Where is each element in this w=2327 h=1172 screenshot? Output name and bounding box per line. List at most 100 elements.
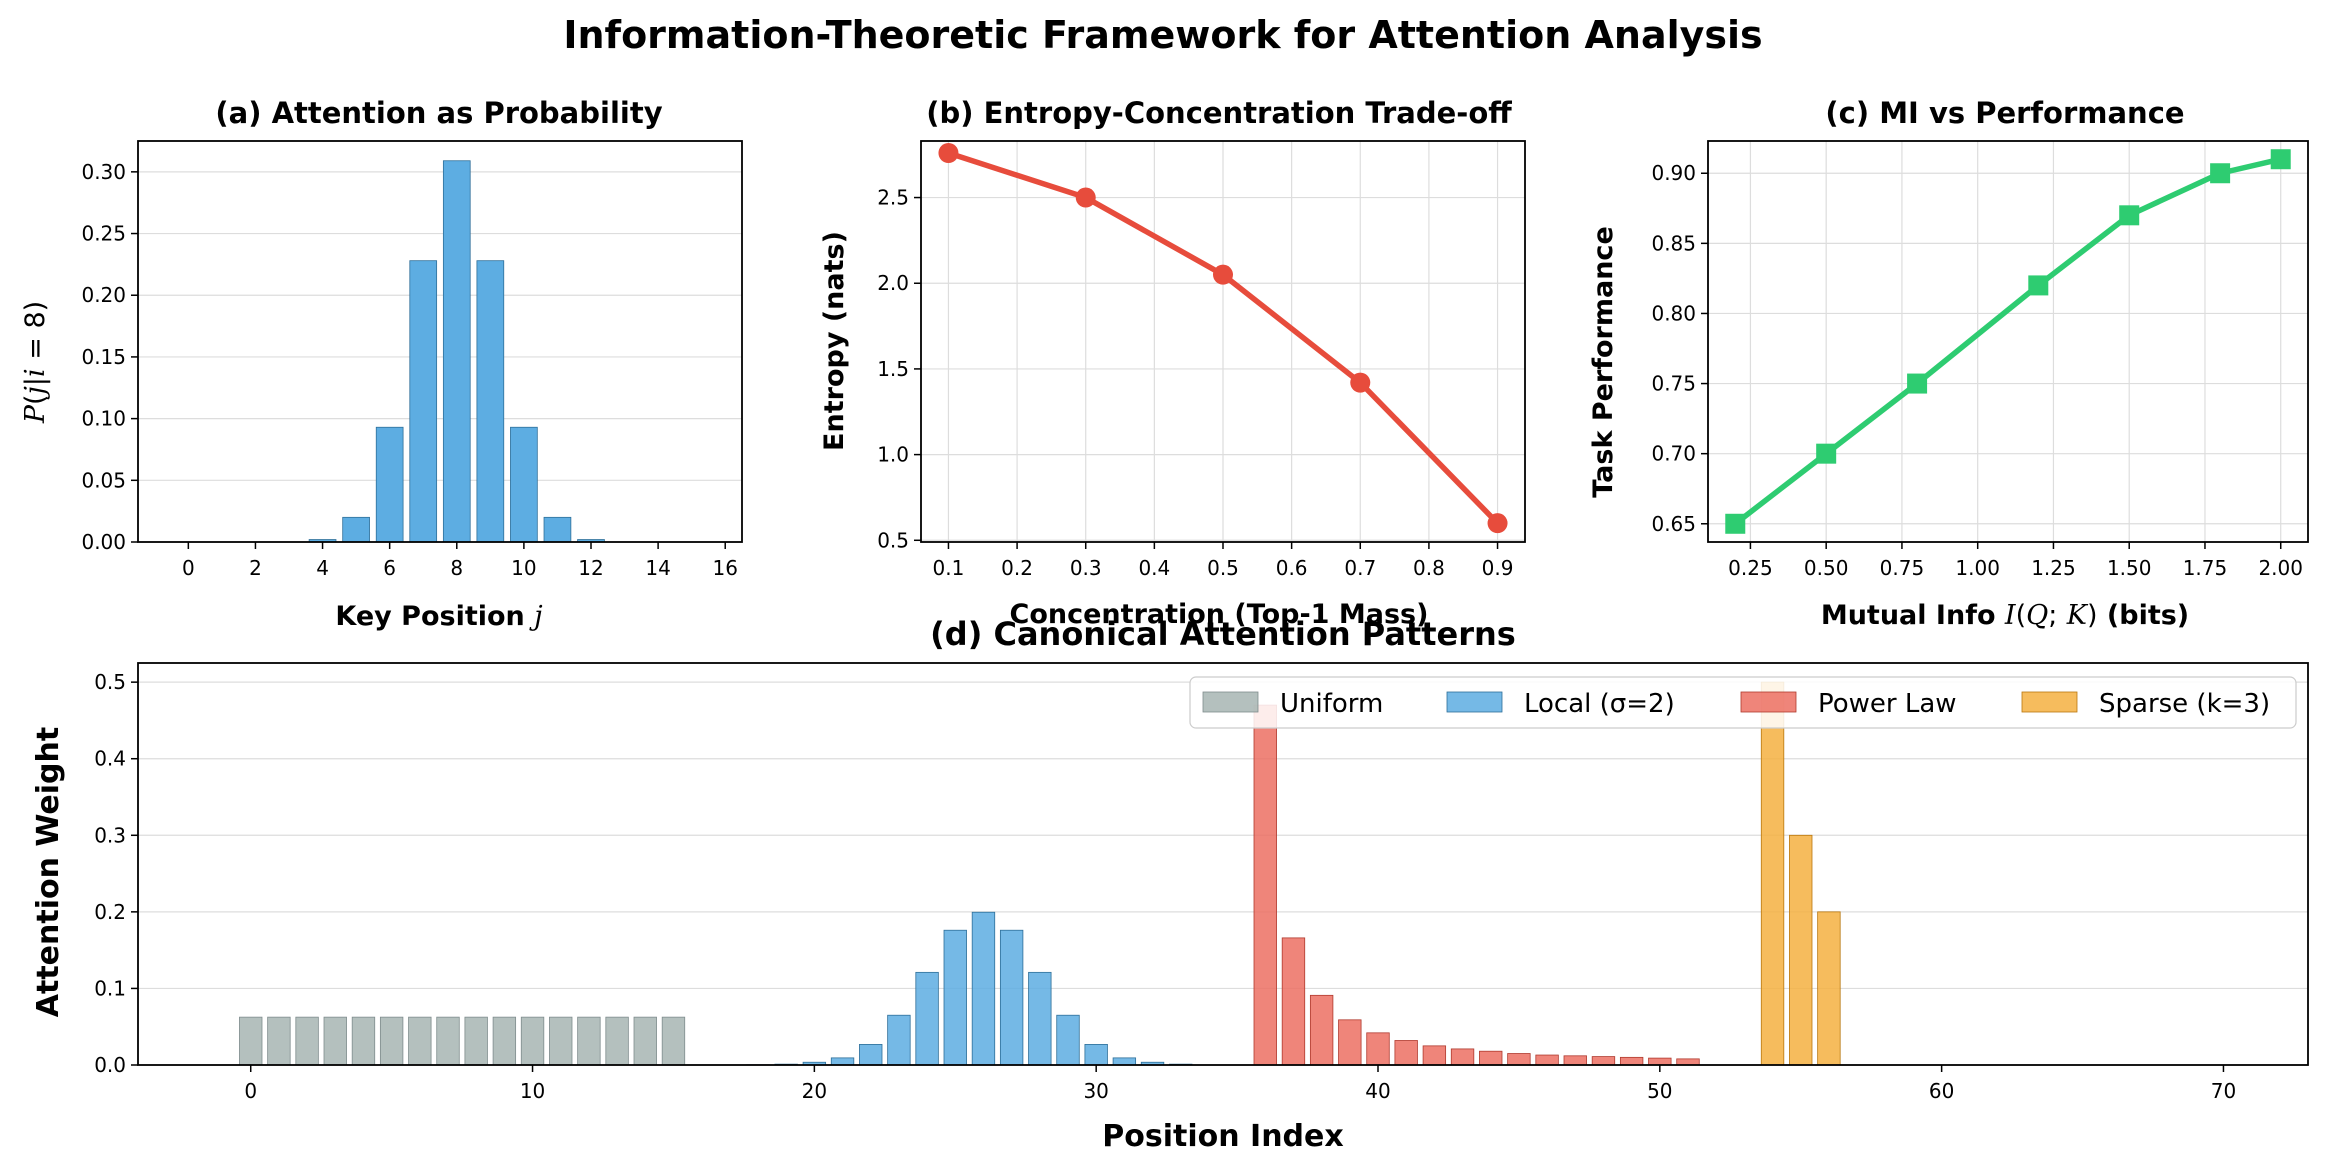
legend-swatch — [2021, 691, 2078, 713]
bar-blue — [971, 911, 996, 1066]
figure-title: Information-Theoretic Framework for Atte… — [563, 13, 1762, 57]
series-line — [1733, 156, 2282, 526]
legend-swatch — [1202, 691, 1259, 713]
bar — [543, 516, 572, 543]
bar-gray — [379, 1016, 404, 1066]
ytick-label: 0.5 — [877, 528, 909, 552]
bar — [510, 426, 538, 543]
ytick-label: 1.0 — [877, 443, 909, 467]
bar-salmon — [1338, 1019, 1362, 1066]
bar — [342, 516, 370, 543]
xtick-label: 4 — [316, 556, 329, 580]
bar-blue — [887, 1014, 911, 1066]
data-point — [1075, 187, 1096, 208]
ytick-label: 0.00 — [81, 530, 126, 554]
xtick-label: 0.5 — [1207, 556, 1239, 580]
bar-gray — [408, 1016, 432, 1066]
bar-gray — [323, 1016, 347, 1066]
bar-gray — [295, 1016, 319, 1066]
panel-a-attention-probability: (a) Attention as Probability 0.00 0.05 0.1… — [20, 96, 743, 632]
bar-salmon — [1676, 1058, 1700, 1066]
bar-salmon — [1479, 1050, 1503, 1066]
panel-c-xlabel: Mutual Info I(Q; K) (bits) — [1821, 600, 2189, 631]
xtick-label: 70 — [2211, 1079, 2236, 1103]
data-point — [1350, 372, 1371, 393]
bar-salmon — [1309, 994, 1334, 1066]
ytick-label: 0.70 — [1651, 442, 1696, 466]
panel-a-xlabel: Key Position j — [335, 601, 542, 632]
bar-blue — [999, 929, 1024, 1066]
bar-gray — [351, 1016, 376, 1066]
ytick-label: 0.0 — [94, 1053, 126, 1077]
data-point — [2210, 163, 2231, 184]
xtick-label: 0 — [244, 1079, 257, 1103]
panel-b-xlabel: Concentration (Top-1 Mass) — [1010, 599, 1429, 630]
bar-gray — [492, 1016, 517, 1066]
bar-gray — [661, 1016, 686, 1066]
xtick-label: 50 — [1647, 1079, 1672, 1103]
bar-blue — [915, 971, 939, 1066]
xtick-label: 0.9 — [1482, 556, 1514, 580]
data-point — [2270, 149, 2291, 170]
ytick-label: 0.5 — [94, 670, 126, 694]
bar-salmon — [1450, 1048, 1475, 1066]
xtick-label: 1.50 — [2107, 556, 2152, 580]
xtick-label: 14 — [645, 556, 670, 580]
ytick-label: 0.2 — [94, 900, 126, 924]
xtick-label: 6 — [383, 556, 396, 580]
bar-salmon — [1591, 1056, 1616, 1066]
xtick-label: 2 — [249, 556, 262, 580]
data-point — [2119, 205, 2140, 226]
xtick-label: 60 — [1929, 1079, 1954, 1103]
xtick-label: 8 — [450, 556, 463, 580]
bar — [442, 160, 471, 543]
xtick-label: 30 — [1083, 1079, 1108, 1103]
panel-b-title: (b) Entropy-Concentration Trade-off — [926, 96, 1512, 130]
bar-orange — [1789, 834, 1813, 1066]
xtick-label: 16 — [712, 556, 737, 580]
bar-blue — [830, 1057, 855, 1066]
panel-c-title: (c) MI vs Performance — [1825, 96, 2184, 130]
xtick-label: 0.50 — [1804, 556, 1849, 580]
ytick-label: 0.4 — [94, 747, 126, 771]
xtick-label: 0.4 — [1138, 556, 1170, 580]
bar-gray — [633, 1016, 657, 1066]
data-point — [1725, 513, 1746, 534]
bar-blue — [1056, 1014, 1080, 1066]
xtick-label: 40 — [1365, 1079, 1390, 1103]
xtick-label: 0.75 — [1880, 556, 1925, 580]
bar-orange — [1760, 681, 1785, 1066]
bar-salmon — [1535, 1054, 1559, 1066]
ytick-label: 0.05 — [81, 468, 126, 492]
xtick-label: 0.7 — [1344, 556, 1376, 580]
panel-d-ylabel: Attention Weight — [31, 727, 66, 1017]
bar-salmon — [1394, 1040, 1418, 1066]
panel-d-canonical-patterns: (d) Canonical Attention Patterns 0.0 0.1 0… — [31, 615, 2309, 1154]
panel-c-ylabel: Task Performance — [1588, 226, 1619, 498]
xtick-label: 1.25 — [2031, 556, 2076, 580]
bar-blue — [1084, 1044, 1108, 1066]
bar-gray — [577, 1016, 601, 1066]
legend-label: Power Law — [1818, 689, 1957, 719]
xtick-label: 0.1 — [933, 556, 965, 580]
xtick-label: 0.8 — [1413, 556, 1445, 580]
bar — [375, 426, 404, 543]
ytick-label: 0.25 — [81, 222, 126, 246]
bar-salmon — [1366, 1032, 1390, 1066]
bar-salmon — [1619, 1056, 1644, 1066]
bar-gray — [267, 1016, 291, 1066]
data-point — [938, 142, 959, 163]
bar-gray — [436, 1016, 460, 1066]
ytick-label: 0.75 — [1651, 372, 1696, 396]
data-point — [1907, 373, 1928, 394]
bar-salmon — [1253, 704, 1277, 1066]
panel-a-ylabel: P(j|i = 8) — [20, 301, 51, 424]
xtick-label: 0.2 — [1001, 556, 1033, 580]
bar — [476, 260, 505, 543]
bar-gray — [520, 1016, 545, 1066]
bar-orange — [1817, 911, 1841, 1066]
legend-label: Uniform — [1280, 689, 1383, 719]
panel-b-entropy-concentration: (b) Entropy-Concentration Trade-off 0.5 1… — [819, 96, 1526, 630]
bar-salmon — [1648, 1057, 1672, 1066]
